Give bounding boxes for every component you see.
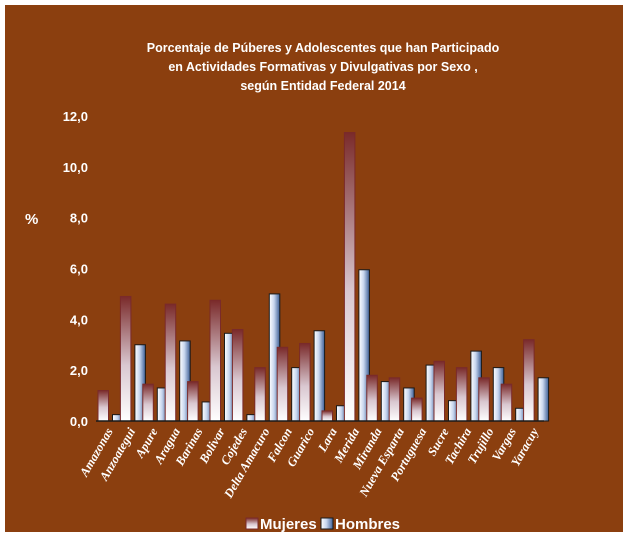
bar-mujeres-sucre <box>433 360 445 422</box>
bar-mujeres-tachira <box>455 367 468 422</box>
bar-mujeres-vargas <box>500 383 513 422</box>
bar-mujeres-lara <box>321 410 333 422</box>
chart-frame: Porcentaje de Púberes y Adolescentes que… <box>4 4 624 533</box>
bar-mujeres-yaracuy <box>523 339 535 422</box>
legend: Mujeres Hombres <box>245 516 400 533</box>
bar-mujeres-anzoategui <box>119 295 132 422</box>
y-tick-label: 0,0 <box>70 414 88 429</box>
bar-mujeres-amazonas <box>97 390 109 422</box>
y-axis-label: % <box>25 211 38 228</box>
bar-mujeres-cojedes <box>231 329 244 422</box>
bar-mujeres-bolivar <box>209 299 221 422</box>
bar-mujeres-miranda <box>366 374 378 422</box>
bar-chart: Porcentaje de Púberes y Adolescentes que… <box>25 41 550 533</box>
y-tick-labels: 0,0 2,0 4,0 6,0 8,0 10,0 12,0 <box>63 109 88 429</box>
legend-swatch-hombres <box>320 517 334 530</box>
chart-title-line-1: Porcentaje de Púberes y Adolescentes que… <box>147 41 500 55</box>
chart-title-line-2: en Actividades Formativas y Divulgativas… <box>168 60 477 74</box>
bar-hombres-guarico <box>313 330 326 422</box>
y-tick-label: 6,0 <box>70 262 88 277</box>
legend-label-hombres: Hombres <box>335 516 400 533</box>
legend-swatch-mujeres <box>245 517 259 530</box>
bars-group <box>97 132 550 422</box>
y-tick-label: 12,0 <box>63 109 88 124</box>
y-tick-label: 10,0 <box>63 160 88 175</box>
category-labels: AmazonasAnzoateguiApureAraguaBarinasBoli… <box>76 425 541 501</box>
bar-mujeres-falcon <box>276 346 289 422</box>
legend-label-mujeres: Mujeres <box>260 516 317 533</box>
chart-title-line-3: según Entidad Federal 2014 <box>240 79 405 93</box>
bar-mujeres-aragua <box>164 303 177 422</box>
y-tick-label: 8,0 <box>70 211 88 226</box>
bar-mujeres-merida <box>343 132 356 422</box>
y-tick-label: 4,0 <box>70 312 88 327</box>
bar-mujeres-apure <box>142 383 154 422</box>
bar-mujeres-delta-amacuro <box>254 367 266 422</box>
bar-mujeres-guarico <box>299 342 311 422</box>
bar-mujeres-nueva-esparta <box>388 377 401 422</box>
bar-mujeres-trujillo <box>478 377 490 422</box>
bar-mujeres-barinas <box>187 381 199 422</box>
bar-hombres-yaracuy <box>537 377 550 422</box>
y-tick-label: 2,0 <box>70 363 88 378</box>
bar-mujeres-portuguesa <box>411 397 423 422</box>
